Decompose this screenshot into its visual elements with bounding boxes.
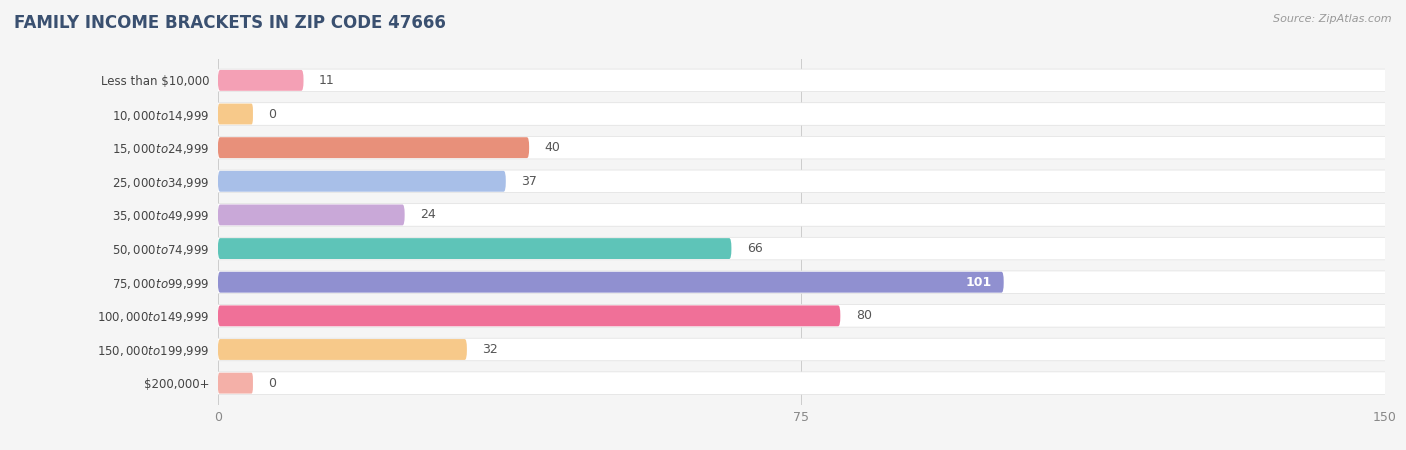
FancyBboxPatch shape (202, 103, 1400, 125)
FancyBboxPatch shape (202, 305, 1400, 327)
Text: 66: 66 (747, 242, 762, 255)
Text: 0: 0 (269, 377, 277, 390)
Text: 32: 32 (482, 343, 498, 356)
FancyBboxPatch shape (218, 137, 529, 158)
FancyBboxPatch shape (202, 237, 1400, 260)
FancyBboxPatch shape (202, 69, 1400, 92)
FancyBboxPatch shape (202, 136, 1400, 159)
FancyBboxPatch shape (218, 104, 253, 125)
Text: 40: 40 (544, 141, 561, 154)
FancyBboxPatch shape (218, 306, 841, 326)
Text: Source: ZipAtlas.com: Source: ZipAtlas.com (1274, 14, 1392, 23)
Text: 37: 37 (522, 175, 537, 188)
Text: 80: 80 (856, 309, 872, 322)
Text: FAMILY INCOME BRACKETS IN ZIP CODE 47666: FAMILY INCOME BRACKETS IN ZIP CODE 47666 (14, 14, 446, 32)
FancyBboxPatch shape (202, 204, 1400, 226)
FancyBboxPatch shape (202, 372, 1400, 394)
FancyBboxPatch shape (218, 171, 506, 192)
FancyBboxPatch shape (202, 170, 1400, 193)
Text: 24: 24 (420, 208, 436, 221)
FancyBboxPatch shape (218, 272, 1004, 292)
FancyBboxPatch shape (218, 238, 731, 259)
FancyBboxPatch shape (202, 338, 1400, 361)
FancyBboxPatch shape (202, 271, 1400, 293)
FancyBboxPatch shape (218, 339, 467, 360)
Text: 11: 11 (319, 74, 335, 87)
FancyBboxPatch shape (218, 70, 304, 91)
FancyBboxPatch shape (218, 373, 253, 394)
Text: 101: 101 (966, 276, 993, 289)
Text: 0: 0 (269, 108, 277, 121)
FancyBboxPatch shape (218, 204, 405, 225)
